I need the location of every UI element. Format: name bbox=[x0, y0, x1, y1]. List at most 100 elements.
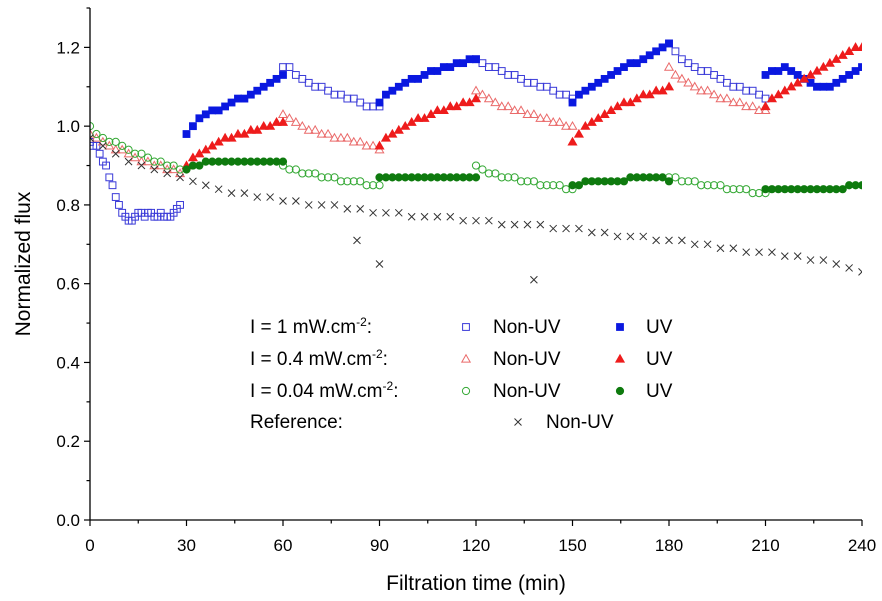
data-point bbox=[375, 181, 384, 190]
data-point bbox=[189, 122, 197, 131]
legend-label-uv: UV bbox=[646, 349, 673, 370]
data-point bbox=[735, 185, 744, 194]
data-point bbox=[105, 137, 114, 147]
data-point bbox=[182, 130, 191, 138]
data-point bbox=[600, 74, 609, 83]
data-point bbox=[394, 208, 403, 217]
data-point bbox=[522, 109, 533, 118]
data-point bbox=[227, 189, 236, 197]
data-point bbox=[536, 82, 545, 91]
data-point bbox=[575, 90, 583, 99]
data-point bbox=[561, 120, 572, 130]
data-point bbox=[304, 78, 313, 87]
data-point bbox=[568, 98, 577, 107]
x-tick-label: 90 bbox=[370, 536, 389, 555]
data-point bbox=[374, 140, 385, 150]
data-point bbox=[813, 82, 821, 91]
data-point bbox=[510, 173, 519, 182]
data-point bbox=[330, 173, 339, 182]
data-point bbox=[382, 90, 390, 99]
data-point bbox=[323, 173, 333, 182]
data-point bbox=[562, 224, 570, 233]
data-point bbox=[90, 128, 96, 138]
data-point bbox=[748, 189, 757, 198]
data-point bbox=[356, 98, 365, 107]
series-0 bbox=[90, 39, 770, 225]
data-point bbox=[497, 220, 506, 229]
data-point bbox=[285, 165, 294, 174]
data-point bbox=[92, 141, 101, 150]
data-point bbox=[858, 63, 862, 71]
data-point bbox=[253, 86, 262, 95]
data-point bbox=[407, 212, 416, 221]
data-point bbox=[317, 173, 326, 182]
data-point bbox=[478, 165, 487, 174]
data-point bbox=[348, 136, 359, 146]
data-point bbox=[477, 89, 488, 99]
data-point bbox=[420, 71, 429, 79]
data-point bbox=[671, 47, 680, 56]
legend-label-nonuv: Non-UV bbox=[493, 317, 561, 338]
data-point bbox=[690, 240, 699, 249]
data-point bbox=[208, 106, 217, 115]
data-point bbox=[446, 212, 455, 221]
data-point bbox=[490, 97, 501, 107]
data-point bbox=[638, 89, 649, 99]
data-point bbox=[105, 173, 114, 182]
data-point bbox=[665, 39, 673, 48]
data-point bbox=[684, 177, 693, 186]
data-point bbox=[523, 220, 532, 229]
data-point bbox=[150, 157, 159, 166]
data-point bbox=[510, 220, 519, 229]
legend-group-label: I = 0.4 mW.cm-2: bbox=[250, 347, 388, 370]
x-tick-label: 240 bbox=[848, 536, 876, 555]
data-point bbox=[329, 132, 340, 142]
data-point bbox=[335, 132, 346, 142]
data-point bbox=[361, 140, 372, 150]
legend-group-label: I = 0.04 mW.cm-2: bbox=[250, 379, 398, 402]
data-point bbox=[137, 149, 146, 158]
data-point bbox=[677, 55, 686, 64]
data-point bbox=[111, 193, 120, 201]
data-point bbox=[297, 120, 308, 130]
data-point bbox=[747, 101, 758, 111]
data-point bbox=[497, 67, 506, 75]
data-point bbox=[721, 93, 732, 103]
data-point bbox=[291, 165, 300, 174]
data-point bbox=[554, 117, 565, 126]
data-point bbox=[98, 133, 107, 143]
data-point bbox=[575, 224, 583, 233]
data-point bbox=[485, 216, 493, 225]
data-point bbox=[102, 161, 110, 170]
data-point bbox=[626, 59, 635, 68]
data-point bbox=[201, 110, 210, 119]
data-point bbox=[95, 149, 104, 158]
data-point bbox=[115, 201, 123, 209]
data-point bbox=[702, 85, 713, 95]
data-point bbox=[573, 128, 584, 138]
data-point bbox=[394, 82, 403, 91]
y-tick-label: 0.4 bbox=[56, 353, 80, 372]
data-point bbox=[240, 189, 249, 197]
data-point bbox=[825, 82, 834, 91]
data-point bbox=[735, 82, 744, 91]
data-point bbox=[446, 63, 455, 71]
data-point bbox=[639, 232, 648, 241]
x-axis-title: Filtration time (min) bbox=[386, 572, 566, 595]
data-point bbox=[562, 90, 570, 99]
data-point bbox=[362, 181, 371, 190]
data-point bbox=[567, 136, 578, 146]
data-point bbox=[523, 177, 532, 186]
data-point bbox=[284, 113, 295, 122]
data-point bbox=[369, 102, 377, 111]
data-point bbox=[368, 181, 378, 190]
data-point bbox=[298, 169, 307, 178]
legend-marker bbox=[616, 323, 624, 331]
data-point bbox=[819, 256, 828, 264]
data-point bbox=[715, 93, 726, 103]
series-3 bbox=[181, 42, 862, 170]
data-point bbox=[304, 169, 313, 178]
data-point bbox=[214, 185, 223, 194]
data-point bbox=[574, 181, 584, 190]
